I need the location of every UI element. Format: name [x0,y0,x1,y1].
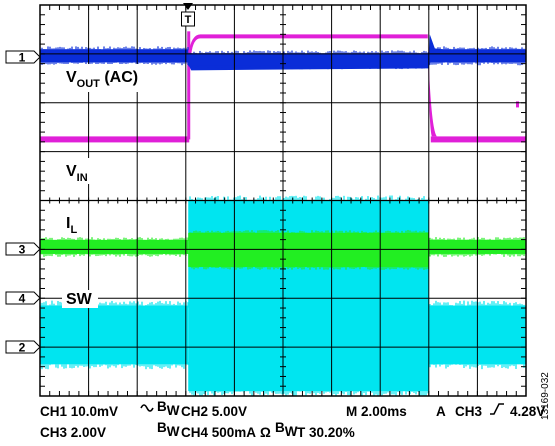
bw-icon-1: BW [157,399,180,418]
il-label-sub: L [70,224,77,236]
channel-marker-1: 1 [5,50,41,65]
vin-label-main: V [66,163,77,180]
il-label: IL [66,215,77,236]
vin-trace-fall [427,34,437,137]
figure-id: 13169-032 [540,372,551,420]
bw-icon-3: BW [275,420,298,439]
trigger-marker: T [181,3,195,27]
sw-label: SW [66,291,93,308]
trigger-marker-label: T [185,14,192,26]
channel-marker-4: 4 [5,291,41,306]
ac-coupling-icon [140,404,154,412]
vout-label-rest: (AC) [100,69,138,86]
channel-marker-3-label: 3 [19,243,26,257]
channel-marker-2-label: 2 [19,341,26,355]
vin-trace-blip [516,101,519,108]
svg-text:Ω: Ω [260,425,271,440]
vin-label: VIN [66,163,88,184]
trace-layer [40,31,526,396]
setting-trigger-source: CH3 [455,404,482,419]
bw-icon-2: BW [157,420,180,439]
rising-edge-icon [490,403,504,415]
vin-trace-high [188,34,428,55]
il-trace-low-left [40,239,189,254]
vout-label-main: V [66,69,77,86]
il-trace-high [188,232,429,267]
setting-trigger-position: T 30.20% [297,425,355,440]
setting-ch4: CH4 500mA [181,425,256,440]
vout-trace-left [40,49,189,63]
setting-timebase: M 2.00ms [346,404,407,419]
setting-ch1: CH1 10.0mV [40,404,118,419]
channel-marker-3: 3 [5,242,41,257]
vout-trace-right [438,49,526,63]
ohm-icon: Ω [260,425,271,440]
setting-ch3: CH3 2.00V [40,425,106,440]
vout-label: VOUT (AC) [66,69,138,90]
sw-label-bg [62,290,98,308]
vin-trace-low-left [40,136,190,143]
setting-ch2: CH2 5.00V [181,404,247,419]
graticule [39,4,527,397]
sw-trace-low-left [40,305,189,365]
settings-line-1: CH1 10.0mV [40,404,118,419]
vin-label-sub: IN [77,172,88,184]
il-label-main: I [66,215,70,232]
vout-label-sub: OUT [77,78,101,90]
vin-trace-rise [187,31,191,140]
vout-label-bg [64,64,150,92]
vout-trace-mid [188,53,429,67]
setting-trigger-mode: A [436,404,446,419]
vin-label-bg [64,158,100,184]
vin-trace-low-right [430,136,526,143]
setting-trigger-level: 4.28V [510,404,545,419]
sw-trace-high [188,200,429,392]
channel-marker-4-label: 4 [19,292,26,306]
channel-marker-1-label: 1 [19,51,26,65]
channel-marker-2: 2 [5,340,41,355]
il-label-bg [64,210,88,236]
